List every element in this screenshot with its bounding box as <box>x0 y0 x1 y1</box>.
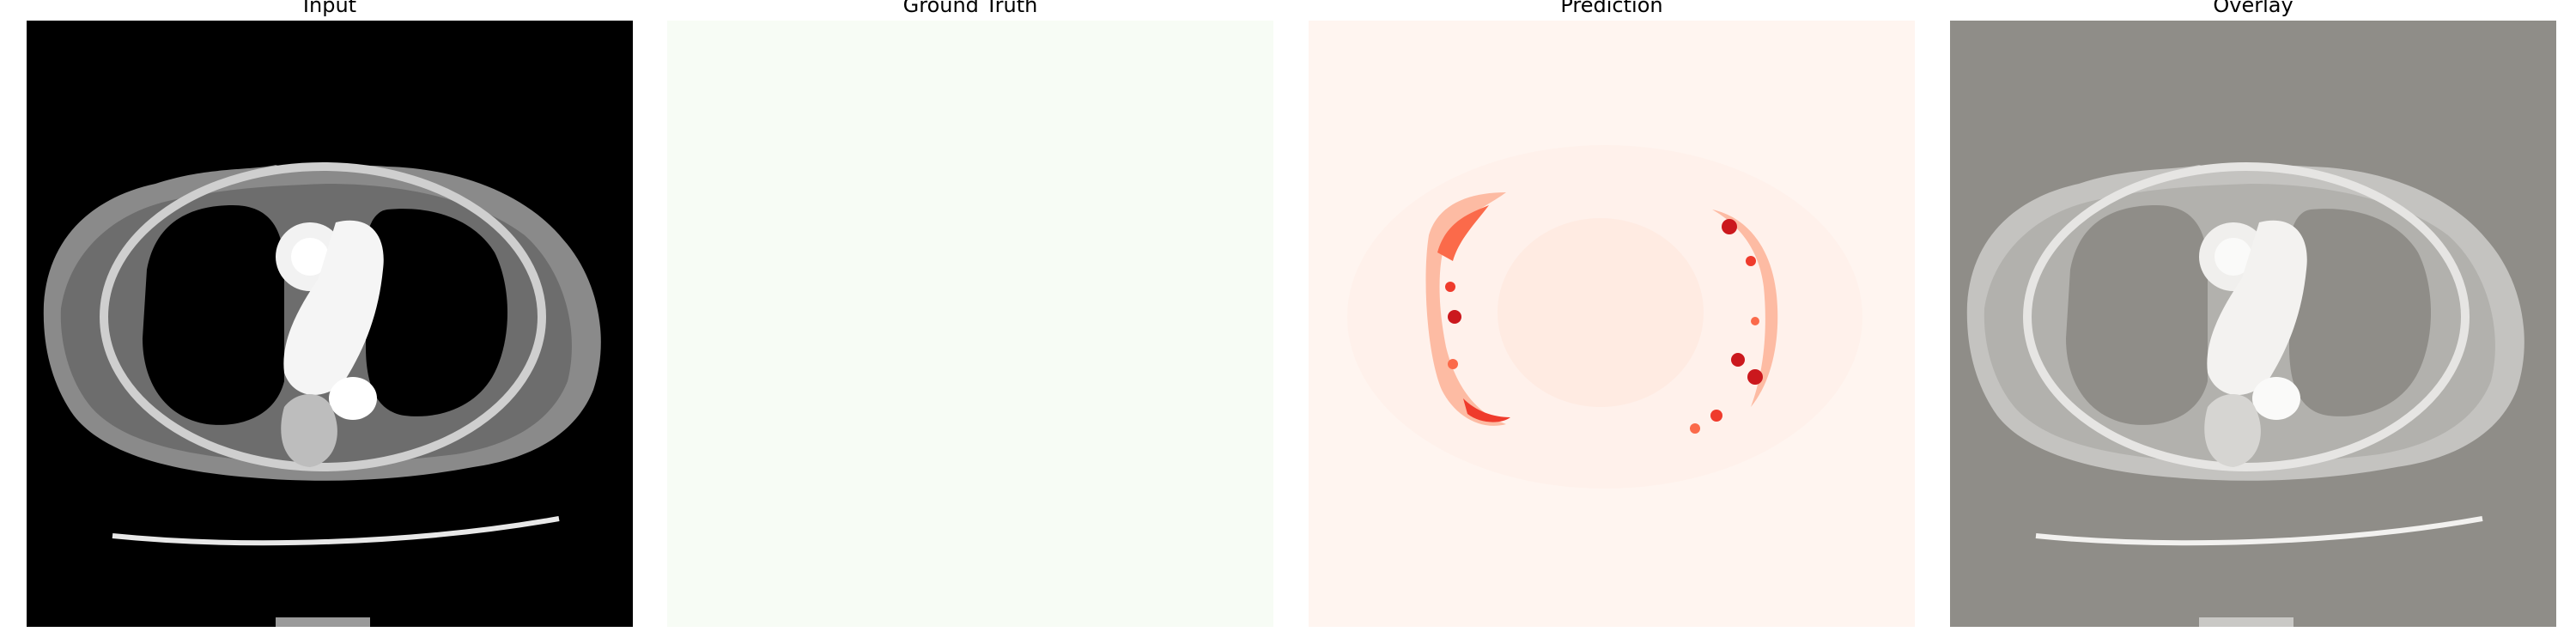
ground-truth-mask <box>667 21 1273 627</box>
overlay-panel <box>1950 21 2556 627</box>
prediction-heatmap <box>1309 21 1915 627</box>
ground-truth-panel <box>667 21 1273 627</box>
panel-title-prediction: Prediction <box>1560 0 1663 17</box>
panel-title-input: Input <box>302 0 357 17</box>
input-image-panel <box>27 21 633 627</box>
overlay-image <box>1950 21 2556 627</box>
panel-title-ground-truth: Ground Truth <box>902 0 1038 17</box>
panel-title-overlay: Overlay <box>2213 0 2293 17</box>
ct-scan-image <box>27 21 633 627</box>
prediction-panel <box>1309 21 1915 627</box>
